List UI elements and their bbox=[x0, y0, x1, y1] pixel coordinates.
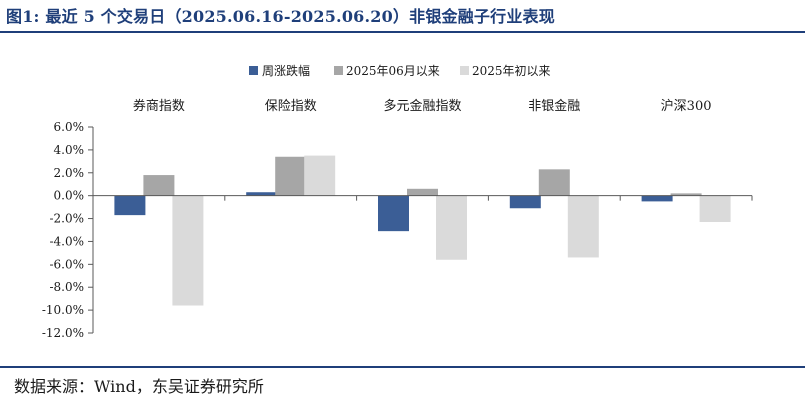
y-tick-label: -8.0% bbox=[49, 280, 84, 294]
source-note: 数据来源：Wind，东吴证券研究所 bbox=[14, 377, 264, 396]
y-tick-label: 2.0% bbox=[54, 166, 85, 180]
chart-title: 图1: 最近 5 个交易日（2025.06.16-2025.06.20）非银金融… bbox=[6, 7, 555, 26]
bar-1 bbox=[509, 195, 541, 209]
bar-2 bbox=[143, 175, 175, 196]
category-labels: 券商指数 保险指数 多元金融指数 非银金融 沪深300 bbox=[133, 98, 712, 114]
bar-1 bbox=[641, 195, 673, 202]
category-label: 保险指数 bbox=[265, 99, 317, 114]
legend-label-2: 2025年06月以来 bbox=[346, 64, 440, 78]
bar-2 bbox=[538, 169, 570, 196]
bar-chart: 周涨跌幅 2025年06月以来 2025年初以来 券商指数 保险指数 多元金融指数 非银金… bbox=[42, 63, 753, 340]
y-tick-label: 4.0% bbox=[54, 143, 85, 157]
legend: 周涨跌幅 2025年06月以来 2025年初以来 bbox=[249, 63, 551, 78]
bars bbox=[114, 155, 731, 306]
legend-label-3: 2025年初以来 bbox=[472, 64, 551, 78]
y-tick-label: -6.0% bbox=[49, 257, 84, 271]
source-rule bbox=[0, 366, 805, 368]
category-label: 多元金融指数 bbox=[383, 98, 461, 114]
y-axis: 6.0% 4.0% 2.0% 0.0% -2.0% -4.0% -6.0% -8.0% -10.… bbox=[42, 120, 94, 340]
bar-3 bbox=[304, 155, 336, 196]
bar-3 bbox=[436, 195, 467, 260]
bar-1 bbox=[246, 192, 278, 196]
bar-3 bbox=[172, 195, 204, 306]
category-label: 券商指数 bbox=[133, 98, 185, 114]
category-label: 非银金融 bbox=[528, 98, 580, 114]
legend-swatch-2 bbox=[334, 66, 343, 75]
y-tick-label: -4.0% bbox=[49, 234, 84, 248]
y-tick-label: -10.0% bbox=[42, 303, 84, 317]
bar-2 bbox=[670, 193, 702, 196]
bar-1 bbox=[114, 195, 146, 216]
bar-2 bbox=[407, 188, 438, 196]
bar-1 bbox=[378, 195, 409, 232]
x-axis bbox=[93, 195, 753, 201]
category-label: 沪深300 bbox=[661, 98, 712, 114]
y-tick-label: -2.0% bbox=[49, 212, 84, 226]
y-tick-label: -12.0% bbox=[42, 326, 84, 340]
title-rule bbox=[0, 31, 805, 33]
y-tick-label: 0.0% bbox=[54, 189, 85, 203]
bar-3 bbox=[699, 195, 731, 222]
legend-label-1: 周涨跌幅 bbox=[262, 63, 310, 78]
legend-swatch-1 bbox=[249, 66, 258, 75]
bar-2 bbox=[275, 156, 307, 196]
bar-3 bbox=[567, 195, 599, 258]
legend-swatch-3 bbox=[460, 66, 469, 75]
y-tick-label: 6.0% bbox=[54, 120, 85, 134]
